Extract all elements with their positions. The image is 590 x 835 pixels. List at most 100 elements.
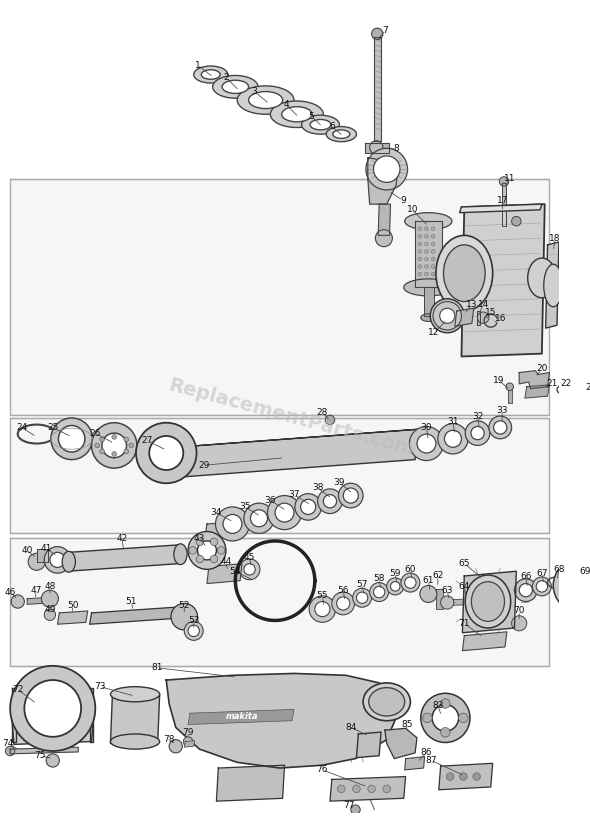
Polygon shape <box>10 418 549 534</box>
Text: 81: 81 <box>151 663 163 672</box>
Circle shape <box>460 772 467 781</box>
Polygon shape <box>365 143 389 153</box>
Text: 12: 12 <box>428 328 440 337</box>
Text: 51: 51 <box>126 597 137 606</box>
Ellipse shape <box>248 92 283 109</box>
Circle shape <box>431 235 435 238</box>
Circle shape <box>323 494 336 508</box>
Circle shape <box>418 257 422 261</box>
Text: 78: 78 <box>163 735 175 744</box>
Ellipse shape <box>237 86 294 114</box>
Text: 55: 55 <box>317 591 328 600</box>
Text: 25: 25 <box>47 423 58 432</box>
Ellipse shape <box>212 75 258 99</box>
Text: 2: 2 <box>223 73 229 82</box>
Polygon shape <box>330 777 406 801</box>
Circle shape <box>196 538 204 545</box>
Circle shape <box>458 713 468 722</box>
Text: 3: 3 <box>251 87 257 96</box>
Ellipse shape <box>110 734 160 749</box>
Polygon shape <box>424 287 434 316</box>
Text: 76: 76 <box>317 766 328 774</box>
Ellipse shape <box>110 686 160 701</box>
Circle shape <box>112 452 117 456</box>
Polygon shape <box>10 747 78 754</box>
Circle shape <box>422 713 432 722</box>
Circle shape <box>391 582 400 591</box>
Ellipse shape <box>333 130 350 139</box>
Text: 42: 42 <box>116 534 127 543</box>
Polygon shape <box>525 385 549 398</box>
Circle shape <box>417 434 436 453</box>
Circle shape <box>5 746 15 756</box>
Polygon shape <box>57 611 88 625</box>
Polygon shape <box>10 179 549 415</box>
Text: 13: 13 <box>466 300 478 309</box>
Circle shape <box>215 507 250 541</box>
Text: 34: 34 <box>211 508 222 517</box>
Text: 64: 64 <box>458 582 470 591</box>
Ellipse shape <box>471 582 504 621</box>
Circle shape <box>239 559 260 579</box>
Text: 65: 65 <box>458 559 470 568</box>
Text: 75: 75 <box>35 752 46 760</box>
Polygon shape <box>356 732 381 757</box>
Circle shape <box>425 227 428 230</box>
Polygon shape <box>37 549 48 562</box>
Polygon shape <box>463 571 516 633</box>
Text: 17: 17 <box>497 196 509 205</box>
Circle shape <box>188 532 226 569</box>
Circle shape <box>337 785 345 792</box>
Circle shape <box>405 577 416 589</box>
Circle shape <box>418 265 422 269</box>
Circle shape <box>444 430 461 448</box>
Polygon shape <box>460 204 542 213</box>
Text: 44: 44 <box>220 557 231 566</box>
Circle shape <box>425 250 428 253</box>
Circle shape <box>50 552 65 568</box>
Polygon shape <box>67 544 181 571</box>
Text: 14: 14 <box>477 300 489 309</box>
Ellipse shape <box>466 575 511 628</box>
Circle shape <box>129 443 133 448</box>
Circle shape <box>184 621 203 640</box>
Ellipse shape <box>174 544 187 564</box>
Circle shape <box>100 437 104 442</box>
Polygon shape <box>110 694 160 743</box>
Circle shape <box>267 495 301 529</box>
Polygon shape <box>508 387 512 402</box>
Polygon shape <box>439 763 493 790</box>
Polygon shape <box>568 393 585 397</box>
Polygon shape <box>453 599 474 605</box>
Ellipse shape <box>404 279 453 296</box>
Circle shape <box>477 312 489 323</box>
Circle shape <box>425 265 428 269</box>
Text: 16: 16 <box>494 314 506 323</box>
Circle shape <box>375 230 392 246</box>
Polygon shape <box>217 765 284 801</box>
Ellipse shape <box>405 213 452 230</box>
Text: 10: 10 <box>407 205 418 215</box>
Polygon shape <box>184 741 195 747</box>
Circle shape <box>351 805 360 814</box>
Ellipse shape <box>444 245 485 301</box>
Text: 29: 29 <box>198 461 210 470</box>
Text: 24: 24 <box>16 423 27 432</box>
Circle shape <box>102 433 126 458</box>
Circle shape <box>11 595 24 608</box>
Text: 73: 73 <box>94 682 106 691</box>
Circle shape <box>244 564 255 575</box>
Text: 48: 48 <box>44 582 55 591</box>
Circle shape <box>431 242 435 245</box>
Circle shape <box>418 235 422 238</box>
Text: 72: 72 <box>12 685 24 694</box>
Circle shape <box>353 589 372 607</box>
Text: 70: 70 <box>513 606 525 615</box>
Text: 18: 18 <box>549 234 561 243</box>
Circle shape <box>512 216 521 226</box>
Circle shape <box>339 483 363 508</box>
Circle shape <box>471 427 484 440</box>
Circle shape <box>44 547 71 573</box>
Text: 1: 1 <box>195 61 201 69</box>
Circle shape <box>432 705 458 731</box>
